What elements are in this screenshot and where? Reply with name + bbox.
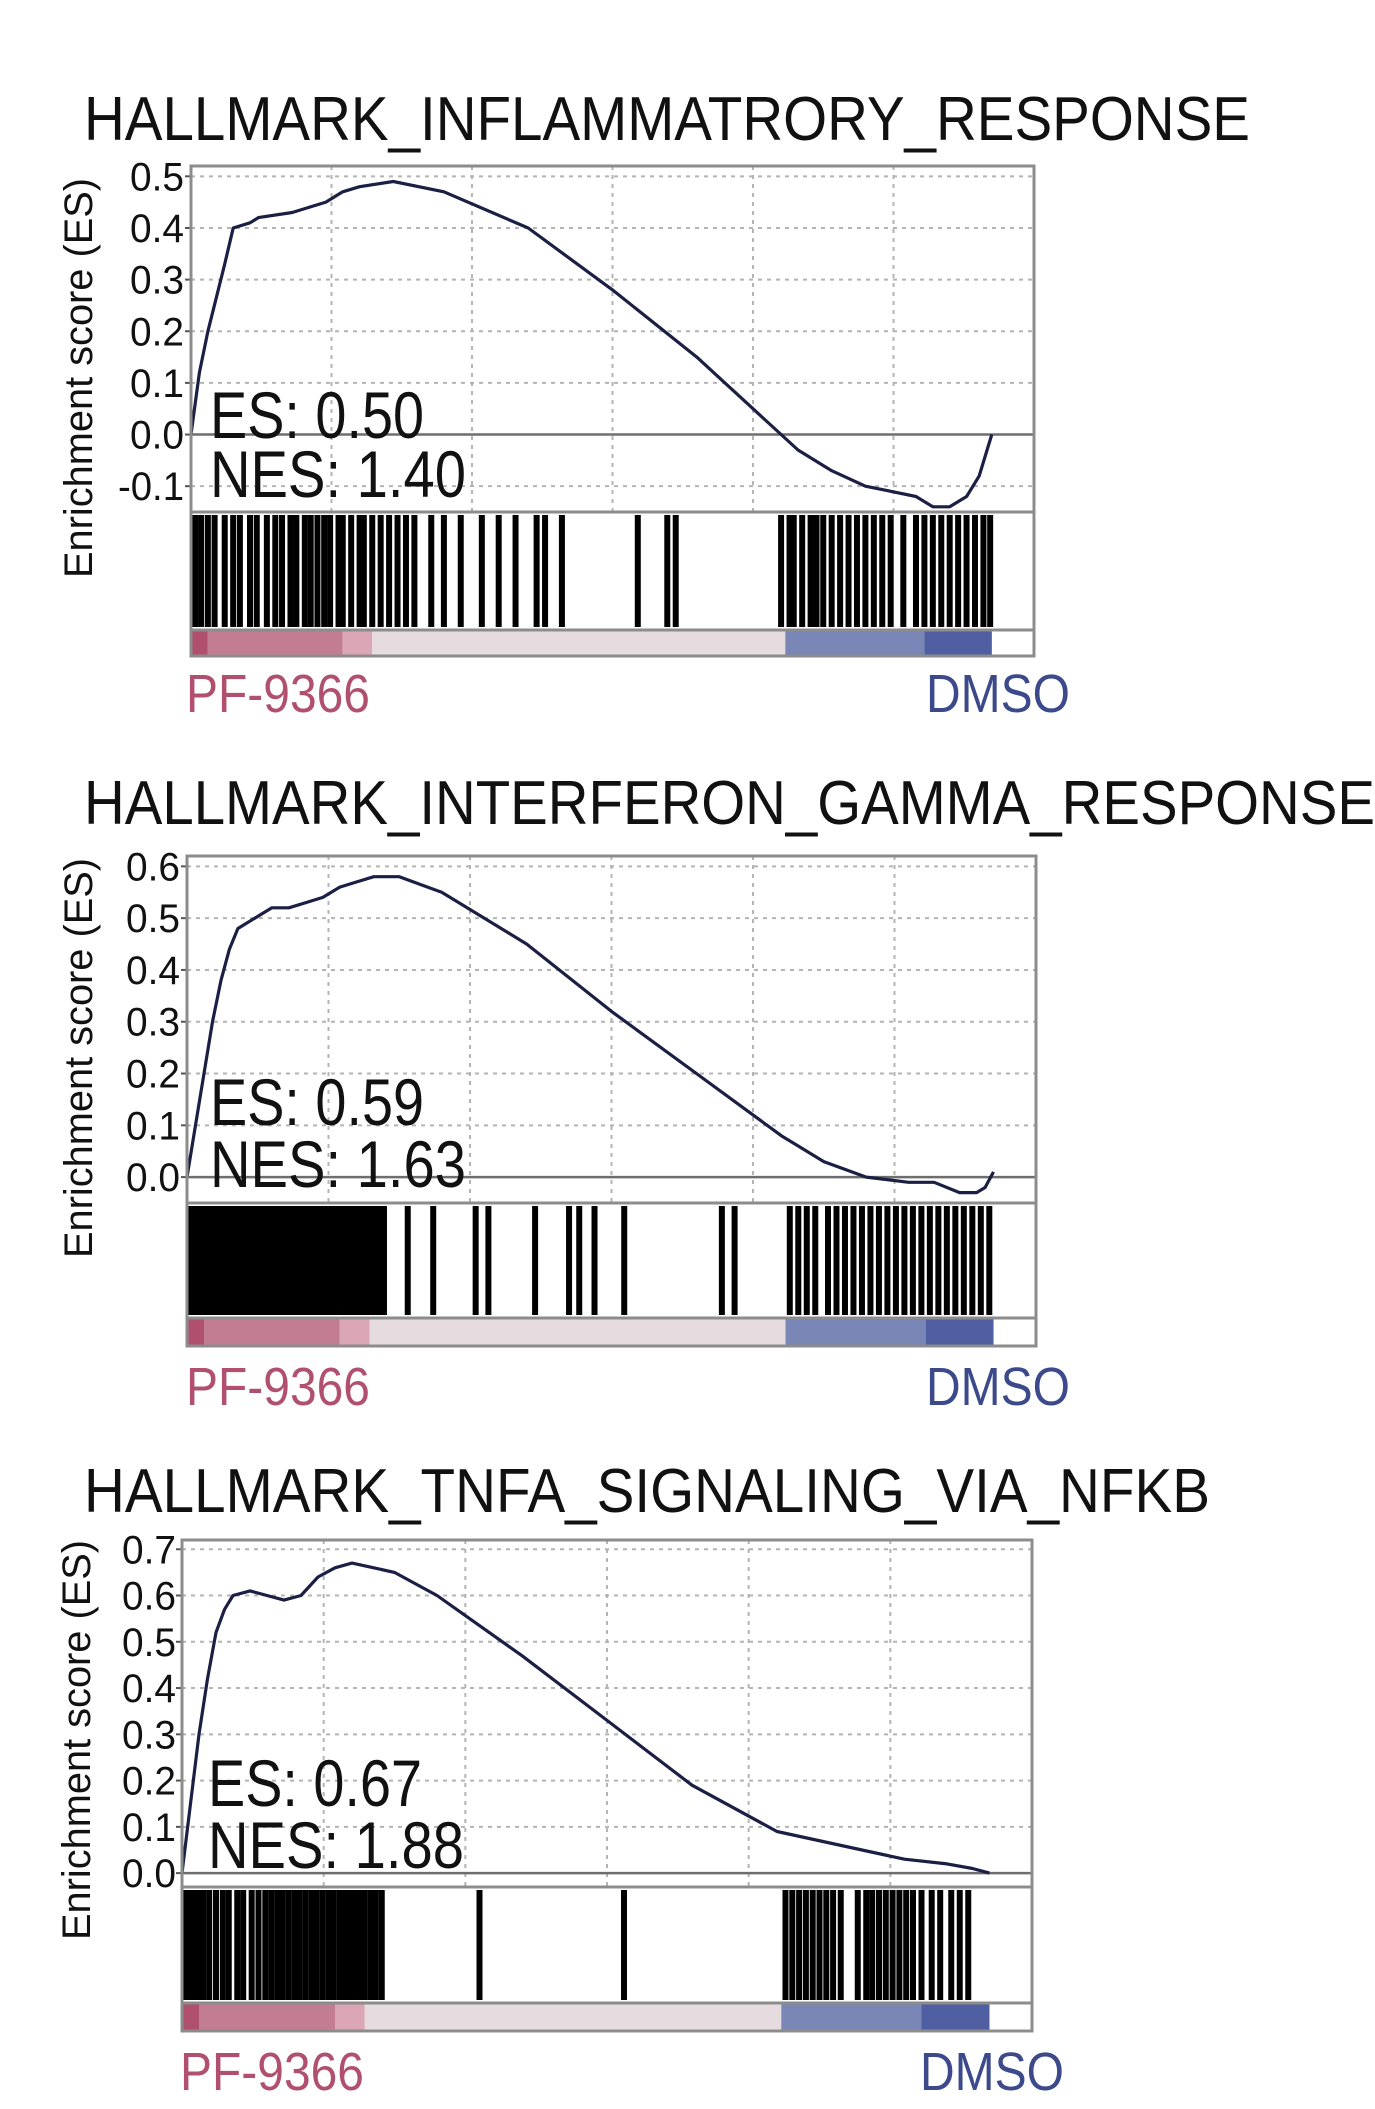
gsea-panel-tnfa: HALLMARK_TNFA_SIGNALING_VIA_NFKB Enrichm… bbox=[55, 1457, 1210, 2102]
es-value-label: ES: 0.67 bbox=[208, 1746, 422, 1820]
es-plot-area: 0.70.60.50.40.30.20.10.0 bbox=[122, 1528, 1034, 1896]
ramp-frame bbox=[189, 628, 1036, 658]
ranked-list-ramp bbox=[185, 1316, 1038, 1348]
ramp-segment bbox=[339, 1318, 370, 1346]
y-tick-label: 0.1 bbox=[130, 362, 184, 406]
y-axis-label: Enrichment score (ES) bbox=[57, 858, 101, 1258]
es-value-label: ES: 0.50 bbox=[210, 378, 424, 452]
right-group-label: DMSO bbox=[926, 664, 1070, 724]
y-tick-label: 0.3 bbox=[122, 1713, 176, 1757]
ramp-segment bbox=[781, 2003, 922, 2031]
y-axis-label: Enrichment score (ES) bbox=[57, 178, 101, 578]
hit-barcode bbox=[180, 1885, 1034, 2005]
nes-value-label: NES: 1.88 bbox=[208, 1808, 464, 1882]
ramp-segment bbox=[335, 2003, 365, 2031]
panel-title: HALLMARK_INTERFERON_GAMMA_RESPONSE bbox=[84, 769, 1375, 838]
ramp-segment bbox=[187, 1318, 204, 1346]
y-tick-label: 0.1 bbox=[122, 1806, 176, 1850]
es-curve bbox=[185, 875, 995, 1195]
y-tick-label: 0.3 bbox=[126, 1001, 180, 1045]
y-tick-label: 0.2 bbox=[122, 1760, 176, 1804]
right-group-label: DMSO bbox=[920, 2042, 1064, 2102]
gsea-panel-interferon: HALLMARK_INTERFERON_GAMMA_RESPONSE Enric… bbox=[57, 769, 1375, 1417]
es-curve bbox=[189, 179, 994, 509]
y-tick-label: 0.1 bbox=[126, 1104, 180, 1148]
ramp-segment bbox=[921, 2003, 990, 2031]
y-axis-label: Enrichment score (ES) bbox=[55, 1540, 99, 1940]
ramp-segment bbox=[785, 630, 925, 656]
ramp-segment bbox=[199, 2003, 335, 2031]
ramp-segment bbox=[925, 1318, 994, 1346]
gsea-panel-inflammatory: HALLMARK_INFLAMMATRORY_RESPONSE Enrichme… bbox=[57, 85, 1250, 724]
y-tick-label: 0.0 bbox=[126, 1156, 180, 1200]
ranked-list-ramp bbox=[180, 2001, 1034, 2033]
ramp-segment bbox=[372, 630, 786, 656]
right-group-label: DMSO bbox=[926, 1357, 1070, 1417]
y-tick-label: 0.0 bbox=[122, 1852, 176, 1896]
left-group-label: PF-9366 bbox=[186, 1357, 370, 1417]
y-tick-label: 0.5 bbox=[126, 897, 180, 941]
panel-title: HALLMARK_TNFA_SIGNALING_VIA_NFKB bbox=[84, 1457, 1210, 1526]
hit-barcode bbox=[185, 1201, 1038, 1320]
y-tick-label: 0.3 bbox=[130, 259, 184, 303]
y-tick-label: 0.2 bbox=[130, 310, 184, 354]
left-group-label: PF-9366 bbox=[180, 2042, 364, 2102]
ramp-frame bbox=[180, 2001, 1034, 2033]
ramp-segment bbox=[191, 630, 208, 656]
y-tick-label: 0.7 bbox=[122, 1528, 176, 1572]
ramp-segment bbox=[924, 630, 992, 656]
ramp-segment bbox=[207, 630, 343, 656]
y-tick-label: 0.6 bbox=[126, 845, 180, 889]
hit-barcode bbox=[189, 510, 1036, 632]
y-tick-label: 0.2 bbox=[126, 1053, 180, 1097]
es-plot-area: 0.5 0.4 0.3 0.2 0.1 0.0 -0.1 bbox=[118, 155, 1036, 514]
ramp-segment bbox=[182, 2003, 199, 2031]
ramp-segment bbox=[364, 2003, 782, 2031]
ramp-frame bbox=[185, 1316, 1038, 1348]
panel-title: HALLMARK_INFLAMMATRORY_RESPONSE bbox=[84, 85, 1250, 154]
ranked-list-ramp bbox=[189, 628, 1036, 658]
y-tick-label: 0.5 bbox=[130, 155, 184, 199]
y-tick-label: 0.4 bbox=[126, 949, 180, 993]
y-tick-label: 0.0 bbox=[130, 414, 184, 458]
nes-value-label: NES: 1.63 bbox=[210, 1127, 466, 1201]
es-curve bbox=[180, 1561, 990, 1875]
y-tick-label: 0.4 bbox=[122, 1667, 176, 1711]
left-group-label: PF-9366 bbox=[186, 664, 370, 724]
y-tick-label: 0.5 bbox=[122, 1621, 176, 1665]
es-value-label: ES: 0.59 bbox=[210, 1065, 424, 1139]
y-tick-label: 0.4 bbox=[130, 207, 184, 251]
ramp-segment bbox=[785, 1318, 926, 1346]
y-tick-label: 0.6 bbox=[122, 1575, 176, 1619]
ramp-segment bbox=[369, 1318, 786, 1346]
ramp-segment bbox=[203, 1318, 340, 1346]
nes-value-label: NES: 1.40 bbox=[210, 437, 466, 511]
y-tick-label: -0.1 bbox=[118, 465, 184, 509]
ramp-segment bbox=[342, 630, 373, 656]
